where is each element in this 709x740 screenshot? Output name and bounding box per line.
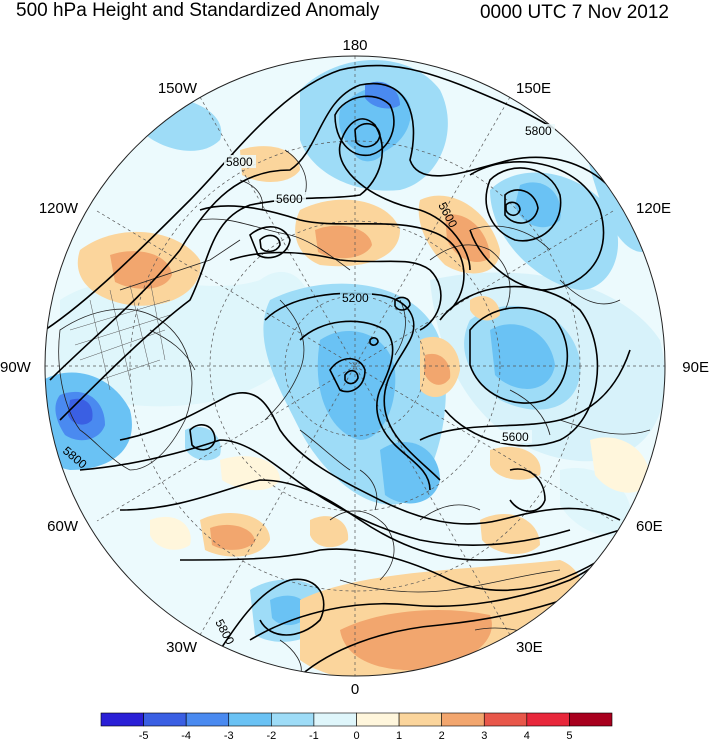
contour-line xyxy=(469,306,569,404)
lon-label-90e: 90E xyxy=(682,359,709,376)
lon-label-120w: 120W xyxy=(39,200,79,217)
colorbar-swatch xyxy=(356,712,400,727)
anomaly-positive xyxy=(220,456,280,491)
anomaly-positive xyxy=(424,353,451,385)
anomaly-negative xyxy=(490,324,555,389)
colorbar-label: 5 xyxy=(566,730,572,740)
anomaly-region xyxy=(60,271,313,407)
contour-line xyxy=(264,292,441,481)
contour-line xyxy=(469,161,605,291)
contour-line xyxy=(369,337,379,346)
colorbar-label: -1 xyxy=(309,730,319,740)
anomaly-positive xyxy=(150,516,191,550)
contour-line xyxy=(334,95,395,157)
anomaly-positive xyxy=(340,610,492,671)
contour-line xyxy=(299,320,431,491)
anomaly-positive xyxy=(315,225,372,259)
lon-label-180: 180 xyxy=(342,37,367,54)
contour-line xyxy=(439,285,599,447)
anomaly-positive xyxy=(590,437,650,493)
colorbar-label: 1 xyxy=(396,730,402,740)
contour-label: 5800 xyxy=(226,155,253,169)
colorbar-label: 4 xyxy=(524,730,530,740)
colorbar-swatch xyxy=(228,712,272,727)
lon-label-60e: 60E xyxy=(636,518,663,535)
anomaly-negative xyxy=(365,81,400,109)
contour-line xyxy=(179,548,601,592)
contour-label: 5200 xyxy=(342,291,369,305)
colorbar-swatch xyxy=(483,712,528,727)
colorbar-label: -3 xyxy=(224,730,234,740)
lon-label-0: 0 xyxy=(351,681,359,698)
colorbar-swatch xyxy=(185,712,230,727)
colorbar-label: 3 xyxy=(481,730,487,740)
contour-line xyxy=(59,118,471,421)
anomaly-positive xyxy=(210,524,255,550)
anomaly-positive xyxy=(470,295,500,321)
contour-line xyxy=(259,234,281,253)
colorbar-label: 2 xyxy=(439,730,445,740)
colorbar-swatch xyxy=(398,712,442,727)
contour-line xyxy=(354,122,381,148)
contour-line xyxy=(344,369,359,385)
contour-line xyxy=(119,479,621,561)
lon-label-30e: 30E xyxy=(516,639,543,656)
contour-line xyxy=(394,296,411,311)
colorbar-swatch xyxy=(271,712,315,727)
contour-line xyxy=(485,167,562,242)
contour-label: 5800 xyxy=(525,124,552,138)
map-title: 500 hPa Height and Standardized Anomaly xyxy=(16,0,380,21)
contour-label: 5600 xyxy=(276,192,303,206)
colorbar-label: 0 xyxy=(353,730,359,740)
contour-line xyxy=(229,251,442,331)
colorbar-swatch xyxy=(313,712,357,727)
longitude-labels: 180 0 90W 90E 150W 120W 60W 30W 150E 120… xyxy=(0,37,709,698)
anomaly-positive xyxy=(310,516,349,548)
contour-line xyxy=(419,349,631,441)
anomaly-negative xyxy=(185,426,221,461)
colorbar-label: -2 xyxy=(266,730,276,740)
contour-line xyxy=(119,392,621,525)
lon-label-60w: 60W xyxy=(47,518,79,535)
contour-line xyxy=(249,226,291,259)
contour-line xyxy=(505,201,521,217)
globe-edge xyxy=(44,55,666,677)
anomaly-negative xyxy=(317,331,396,440)
lon-label-150e: 150E xyxy=(516,80,551,97)
contour-line xyxy=(49,82,621,381)
contour-line xyxy=(504,189,539,224)
contour-line xyxy=(189,424,216,451)
colorbar-swatch xyxy=(526,712,570,727)
lon-label-120e: 120E xyxy=(636,200,671,217)
map-timestamp: 0000 UTC 7 Nov 2012 xyxy=(479,2,669,23)
contour-line xyxy=(199,205,465,311)
colorbar-swatch xyxy=(143,712,187,727)
lon-label-90w: 90W xyxy=(0,359,32,376)
colorbar-label: -5 xyxy=(139,730,149,740)
coastlines xyxy=(58,149,651,676)
colorbar-swatch xyxy=(100,712,144,727)
lon-label-30w: 30W xyxy=(166,639,198,656)
lon-label-150w: 150W xyxy=(158,80,198,97)
colorbar: -5 -4 -3 -2 -1 0 1 2 3 4 5 xyxy=(100,712,613,740)
colorbar-label: -4 xyxy=(181,730,191,740)
colorbar-swatch xyxy=(441,712,485,727)
contour-line xyxy=(509,468,546,513)
contour-line xyxy=(219,578,325,651)
contour-label: 5600 xyxy=(502,430,529,444)
contour-line xyxy=(329,357,366,393)
colorbar-swatch xyxy=(569,712,613,727)
